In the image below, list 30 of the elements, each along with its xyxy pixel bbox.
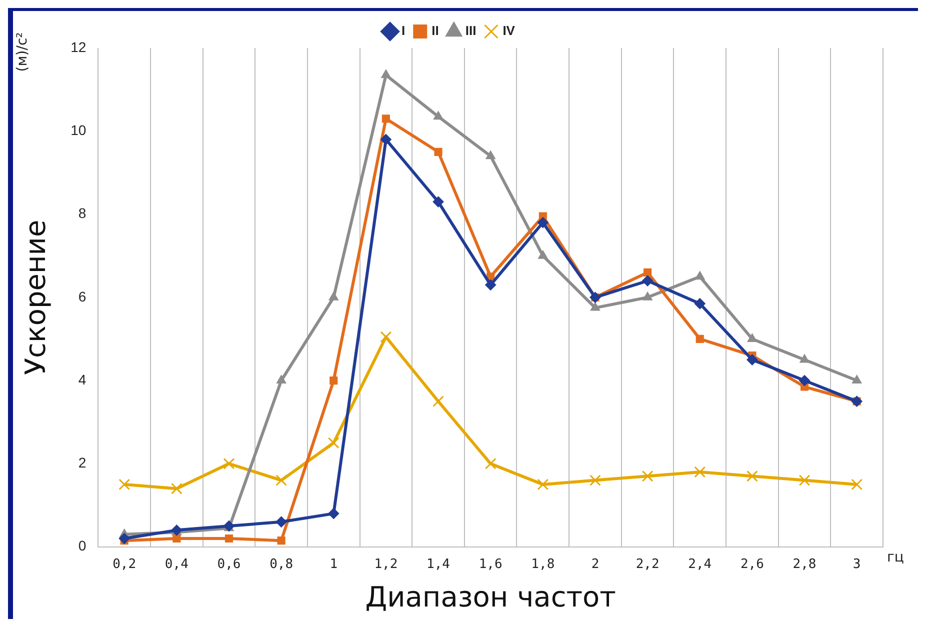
x-tick-label: 0,2 <box>112 556 136 572</box>
x-tick-label: 1,4 <box>426 556 450 572</box>
x-tick-label: 1 <box>330 556 338 572</box>
x-tick-label: 0,8 <box>270 556 294 572</box>
y-axis-title: Ускорение <box>19 220 52 376</box>
x-tick-label: 2 <box>591 556 600 572</box>
x-tick-label: 2,6 <box>740 556 764 572</box>
legend-label: II <box>432 23 439 38</box>
x-tick-label: 3 <box>852 556 861 572</box>
legend-label: IV <box>502 23 516 38</box>
y-tick-label: 0 <box>78 538 86 554</box>
y-tick-label: 6 <box>78 288 86 304</box>
x-axis-title: Диапазон частот <box>365 580 616 614</box>
x-tick-label: 1,6 <box>478 556 502 572</box>
text: (м)/с² <box>14 32 31 72</box>
x-tick-label: 2,8 <box>792 556 816 572</box>
x-tick-label: 0,6 <box>217 556 241 572</box>
x-tick-label: 1,8 <box>531 556 555 572</box>
x-tick-label: 0,4 <box>164 556 189 572</box>
legend-label: III <box>465 23 476 38</box>
y-tick-label: 10 <box>70 122 86 138</box>
y-tick-label: 8 <box>78 205 86 222</box>
x-tick-label: 1,2 <box>374 556 398 572</box>
x-tick-label: 2,2 <box>636 556 660 572</box>
text: гц <box>887 549 904 566</box>
legend-label: I <box>402 23 406 38</box>
x-tick-label: 2,4 <box>688 556 712 572</box>
y-tick-label: 2 <box>78 454 86 471</box>
y-tick-label: 4 <box>78 371 86 388</box>
y-tick-label: 12 <box>70 38 86 55</box>
